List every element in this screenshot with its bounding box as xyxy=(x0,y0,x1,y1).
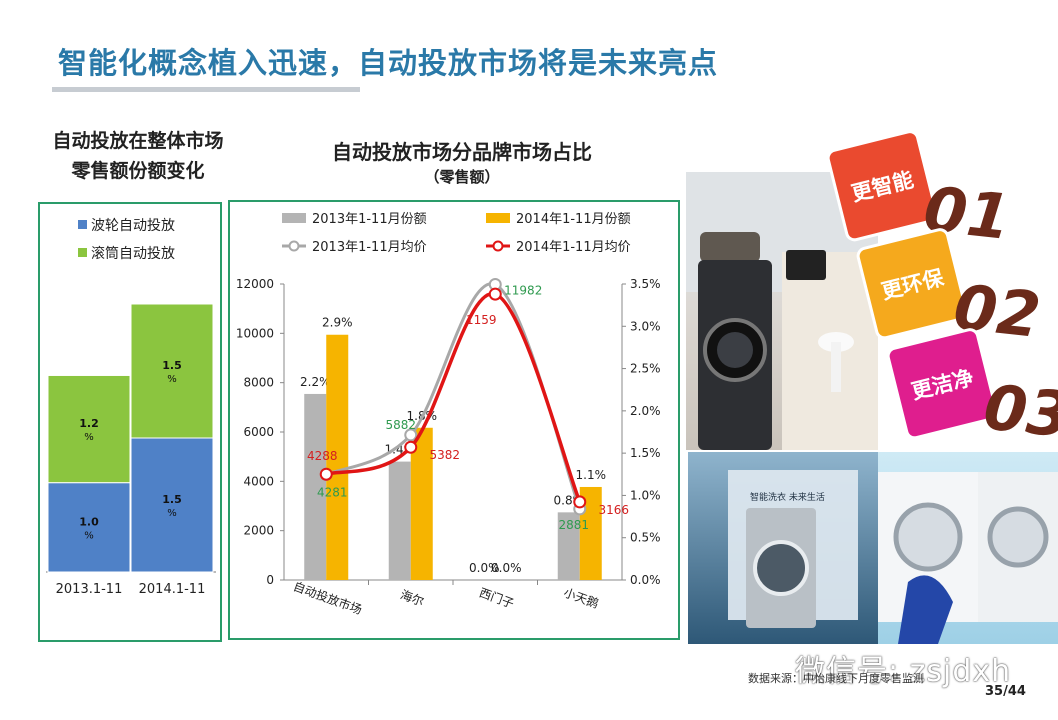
data-label: 1.5 xyxy=(162,359,182,372)
page-number: 35/44 xyxy=(985,684,1026,699)
line-data-label: 4281 xyxy=(317,485,348,499)
washer-photo-illustration xyxy=(686,172,878,450)
legend-swatch xyxy=(78,220,87,229)
line-point xyxy=(319,467,333,481)
mid-chart-unit-note: （零售额） xyxy=(424,168,500,186)
y-left-tick-label: 2000 xyxy=(243,524,274,538)
bar xyxy=(326,334,349,580)
line-data-label: 1159 xyxy=(466,313,497,327)
line-data-label: 11982 xyxy=(504,283,542,297)
promo-badge: 更环保 xyxy=(856,228,968,340)
product-photo-top xyxy=(686,172,878,450)
left-chart-subtitle: 自动投放在整体市场 零售额份额变化 xyxy=(28,126,248,186)
legend-marker xyxy=(288,240,300,252)
x-tick-label: 海尔 xyxy=(398,587,426,609)
y-left-tick-label: 10000 xyxy=(236,326,274,340)
y-left-tick-label: 4000 xyxy=(243,474,274,488)
data-label: % xyxy=(84,432,94,443)
x-tick-label: 西门子 xyxy=(477,585,516,611)
line-point xyxy=(404,428,418,442)
line-point xyxy=(404,440,418,454)
data-label: % xyxy=(167,374,177,385)
y-left-tick-label: 12000 xyxy=(236,277,274,291)
series-line xyxy=(325,292,582,503)
legend-label: 2014年1-11月份额 xyxy=(516,212,631,227)
wechat-watermark: 微信号: zsjdxh xyxy=(795,654,1012,689)
line-data-label: 5882 xyxy=(385,418,416,432)
product-photo-bottom-right xyxy=(878,452,1058,644)
line-point xyxy=(573,495,587,509)
bar-data-label: 2.2% xyxy=(300,375,331,389)
bar-data-label: 1.1% xyxy=(576,468,607,482)
data-source: 数据来源：中怡康线下月度零售监测 xyxy=(748,672,924,685)
y-right-tick-label: 2.5% xyxy=(630,362,661,376)
legend-marker xyxy=(492,240,504,252)
bar-data-label: 0.0% xyxy=(469,561,500,575)
promo-badge-box xyxy=(886,328,998,440)
legend-swatch xyxy=(486,213,510,223)
bar-segment xyxy=(47,374,131,484)
mid-chart-panel: 2013年1-11月份额 2014年1-11月份额 2013年1-11月均价 2014… xyxy=(228,200,680,640)
data-label: 1.0 xyxy=(79,515,99,528)
bar xyxy=(304,393,327,580)
y-right-tick-label: 1.0% xyxy=(630,488,661,502)
page-title: 智能化概念植入迅速，自动投放市场将是未来亮点 xyxy=(58,46,719,80)
x-tick-label: 2013.1-11 xyxy=(56,582,123,597)
bar-segment xyxy=(47,482,131,573)
bar xyxy=(388,461,411,580)
x-tick-label: 小天鹅 xyxy=(562,586,601,611)
legend-label: 2014年1-11月均价 xyxy=(516,240,631,255)
data-label: 1.5 xyxy=(162,493,182,506)
promo-badge-box xyxy=(856,228,968,340)
y-right-tick-label: 0.5% xyxy=(630,531,661,545)
legend-label: 滚筒自动投放 xyxy=(91,245,175,262)
y-right-tick-label: 1.5% xyxy=(630,446,661,460)
promo-badge: 更洁净 xyxy=(886,328,998,440)
left-chart-subtitle-line2: 零售额份额变化 xyxy=(71,160,205,182)
line-data-label: 5382 xyxy=(429,448,460,462)
left-chart-subtitle-line1: 自动投放在整体市场 xyxy=(52,130,224,152)
y-left-tick-label: 6000 xyxy=(243,425,274,439)
promo-badges: 更智能 01 更环保 02 更洁净 03 xyxy=(820,130,1058,460)
bar xyxy=(410,427,433,580)
data-label: 1.2 xyxy=(79,417,99,430)
data-label: % xyxy=(84,530,94,541)
y-left-tick-label: 8000 xyxy=(243,376,274,390)
line-data-label: 3166 xyxy=(598,503,629,517)
legend-label: 2013年1-11月均价 xyxy=(312,240,427,255)
bar-segment xyxy=(130,303,214,439)
data-label: % xyxy=(167,508,177,519)
promo-badge: 更智能 xyxy=(826,130,938,242)
x-tick-label: 2014.1-11 xyxy=(139,582,206,597)
x-tick-label: 自动投放市场 xyxy=(291,578,364,617)
bar-data-label: 0.0% xyxy=(491,561,522,575)
legend-label: 波轮自动投放 xyxy=(91,218,175,234)
promo-number: 03 xyxy=(980,370,1058,452)
legend-swatch xyxy=(78,248,87,257)
bar xyxy=(557,512,580,580)
ad-slogan: 智能洗衣 未来生活 xyxy=(750,491,825,503)
line-point xyxy=(488,287,502,301)
y-left-tick-label: 0 xyxy=(266,573,274,587)
line-data-label: 2881 xyxy=(558,518,589,532)
mid-chart-subtitle: 自动投放市场分品牌市场占比 xyxy=(332,140,592,164)
y-right-tick-label: 3.5% xyxy=(630,277,661,291)
product-photo-bottom-left: 智能洗衣 未来生活 xyxy=(688,452,878,644)
left-chart-panel: 波轮自动投放 滚筒自动投放 1.0% 1.2% 2013.1-11 1.5% 1.5% 201… xyxy=(38,202,222,642)
legend-label: 2013年1-11月份额 xyxy=(312,212,427,227)
line-data-label: 4288 xyxy=(307,449,338,463)
y-right-tick-label: 2.0% xyxy=(630,404,661,418)
y-right-tick-label: 3.0% xyxy=(630,319,661,333)
bar-data-label: 2.9% xyxy=(322,316,353,330)
mid-combo-chart: 2013年1-11月份额 2014年1-11月份额 2013年1-11月均价 2014… xyxy=(236,212,661,617)
legend-swatch xyxy=(282,213,306,223)
title-underline xyxy=(52,87,360,92)
y-right-tick-label: 0.0% xyxy=(630,573,661,587)
promo-badge-box xyxy=(826,130,938,242)
series-line xyxy=(325,282,582,510)
